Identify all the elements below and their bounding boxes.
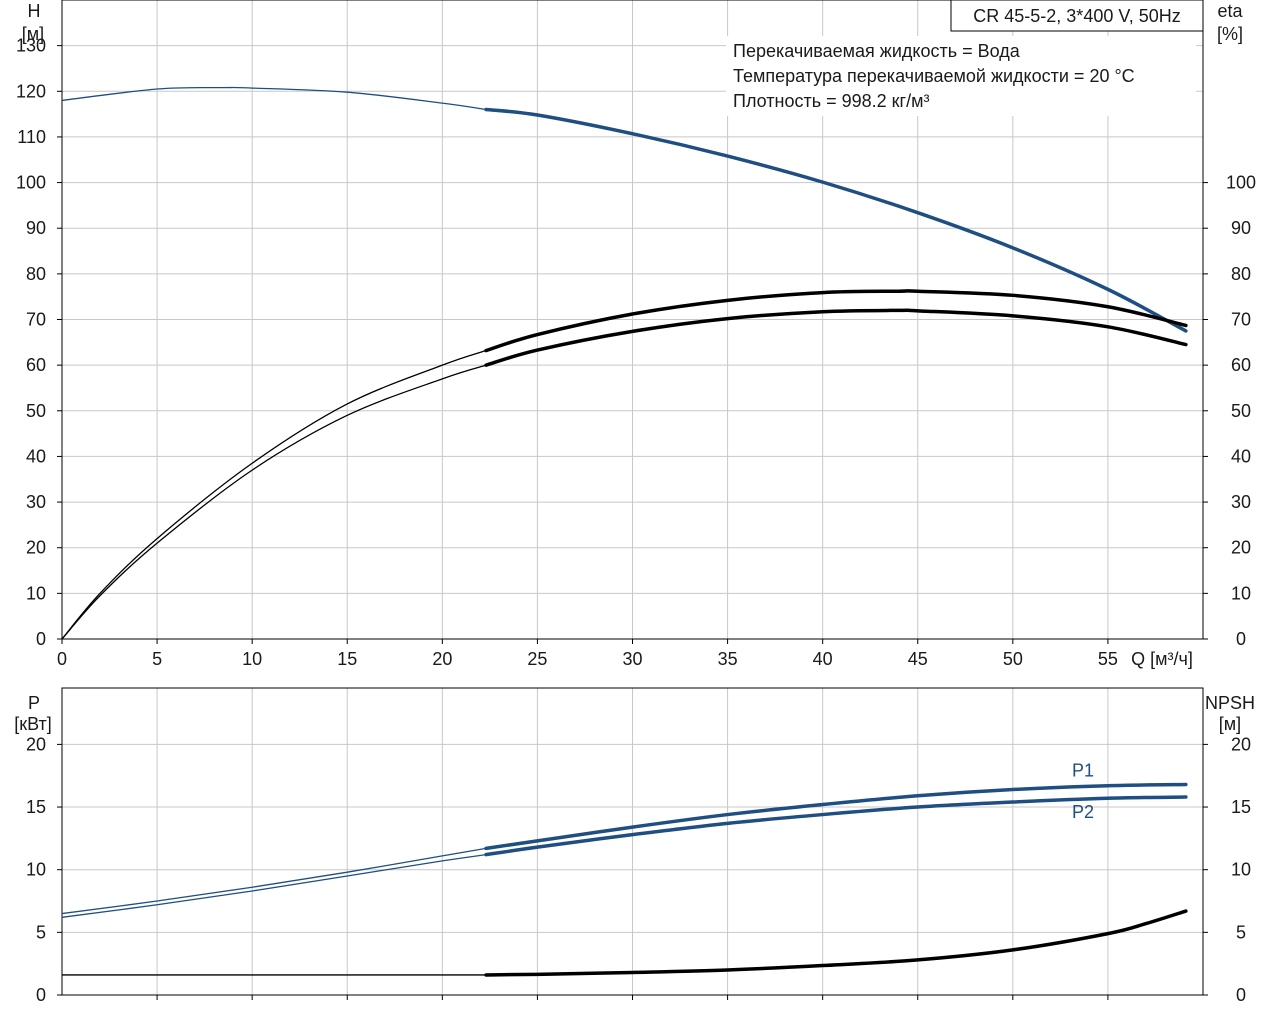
chart-1-series-3-line-thick <box>484 308 1188 367</box>
chart-1-right-tick-label: 10 <box>1231 583 1251 603</box>
chart-1-left-tick-label: 70 <box>26 310 46 330</box>
chart-1-left-axis-unit: [м] <box>22 24 44 44</box>
chart-1-right-tick-label: 70 <box>1231 310 1251 330</box>
chart-1-title: CR 45-5-2, 3*400 V, 50Hz <box>973 6 1180 26</box>
chart-2-right-tick-label: 20 <box>1231 734 1251 754</box>
chart-1-right-tick-label: 50 <box>1231 401 1251 421</box>
chart-1-left-tick-label: 50 <box>26 401 46 421</box>
chart-1-left-tick-label: 40 <box>26 446 46 466</box>
chart-1-x-tick-label: 0 <box>57 649 67 669</box>
chart-1-left-tick-label: 90 <box>26 218 46 238</box>
chart-1-left-tick-label: 0 <box>36 629 46 649</box>
chart-1-x-axis-label: Q [м³/ч] <box>1131 649 1193 669</box>
chart-2-left-tick-label: 5 <box>36 922 46 942</box>
chart-2-p1-label: P1 <box>1072 760 1094 780</box>
chart-1-left-tick-label: 60 <box>26 355 46 375</box>
chart-1-right-tick-label: 40 <box>1231 446 1251 466</box>
chart-2-p1-line-thin <box>61 847 487 915</box>
chart-1-x-tick-label: 50 <box>1003 649 1023 669</box>
chart-1-x-tick-label: 35 <box>718 649 738 669</box>
chart-2-p2-line-thin <box>61 854 487 918</box>
chart-2-right-tick-label: 0 <box>1236 985 1246 1005</box>
chart-2-left-tick-label: 10 <box>26 860 46 880</box>
chart-2-left-tick-label: 15 <box>26 797 46 817</box>
chart-1-right-tick-label: 100 <box>1226 173 1256 193</box>
chart-1-right-tick-label: 30 <box>1231 492 1251 512</box>
chart-1-left-tick-label: 10 <box>26 583 46 603</box>
chart-1-left-tick-label: 20 <box>26 538 46 558</box>
chart-1-x-tick-label: 20 <box>432 649 452 669</box>
chart-2-p1-line-thick <box>484 782 1188 851</box>
chart-1-info-line: Перекачиваемая жидкость = Вода <box>733 41 1021 61</box>
chart-1-right-tick-label: 20 <box>1231 538 1251 558</box>
chart-2-left-axis-unit: [кВт] <box>14 714 52 734</box>
chart-1-series-3-line-thin <box>61 364 487 640</box>
chart-2-left-tick-label: 0 <box>36 985 46 1005</box>
chart-1-x-tick-label: 25 <box>527 649 547 669</box>
chart-1-x-tick-label: 40 <box>813 649 833 669</box>
chart-1-x-tick-label: 45 <box>908 649 928 669</box>
chart-1-left-tick-label: 110 <box>17 127 46 147</box>
chart-1-right-tick-label: 80 <box>1231 264 1251 284</box>
chart-2-right-axis-label: NPSH <box>1205 693 1255 713</box>
chart-1-info-line: Температура перекачиваемой жидкости = 20… <box>733 66 1135 86</box>
chart-2-right-tick-label: 10 <box>1231 860 1251 880</box>
chart-1-right-axis-label: eta <box>1217 1 1243 21</box>
chart-2-p2-label: P2 <box>1072 802 1094 822</box>
chart-1-series-2-line-thin <box>61 349 487 640</box>
chart-1-left-tick-label: 120 <box>16 81 46 101</box>
chart-1-x-tick-label: 55 <box>1098 649 1118 669</box>
chart-1-left-axis-label: H <box>28 1 41 21</box>
chart-2-right-axis-unit: [м] <box>1219 714 1241 734</box>
chart-2-left-axis-label: P <box>28 693 40 713</box>
chart-1-info-line: Плотность = 998.2 кг/м³ <box>733 91 929 111</box>
chart-1-series-1-line-thick <box>484 107 1188 333</box>
chart-1-right-tick-label: 60 <box>1231 355 1251 375</box>
chart-1-title-box <box>950 0 1204 32</box>
chart-1-info-bg <box>726 36 1196 116</box>
chart-2-right-tick-label: 5 <box>1236 922 1246 942</box>
chart-1-series-2-line-thick <box>484 289 1188 353</box>
chart-1-left-tick-label: 80 <box>26 264 46 284</box>
chart-1-left-tick-label: 130 <box>16 36 46 56</box>
chart-1-right-axis-unit: [%] <box>1217 24 1243 44</box>
chart-2-series-3-line-thick <box>484 909 1188 977</box>
chart-1-x-tick-label: 30 <box>622 649 642 669</box>
chart-1-x-tick-label: 5 <box>152 649 162 669</box>
chart-1-left-tick-label: 30 <box>26 492 46 512</box>
chart-1-x-tick-label: 15 <box>337 649 357 669</box>
chart-1-x-tick-label: 10 <box>242 649 262 669</box>
chart-1-left-tick-label: 100 <box>16 173 46 193</box>
chart-1-right-tick-label: 0 <box>1236 629 1246 649</box>
chart-1-series-1-line-thin <box>61 86 487 111</box>
chart-2-left-tick-label: 20 <box>26 734 46 754</box>
chart-2-p2-line-thick <box>484 795 1188 857</box>
chart-1-right-tick-label: 90 <box>1231 218 1251 238</box>
chart-2-right-tick-label: 15 <box>1231 797 1251 817</box>
